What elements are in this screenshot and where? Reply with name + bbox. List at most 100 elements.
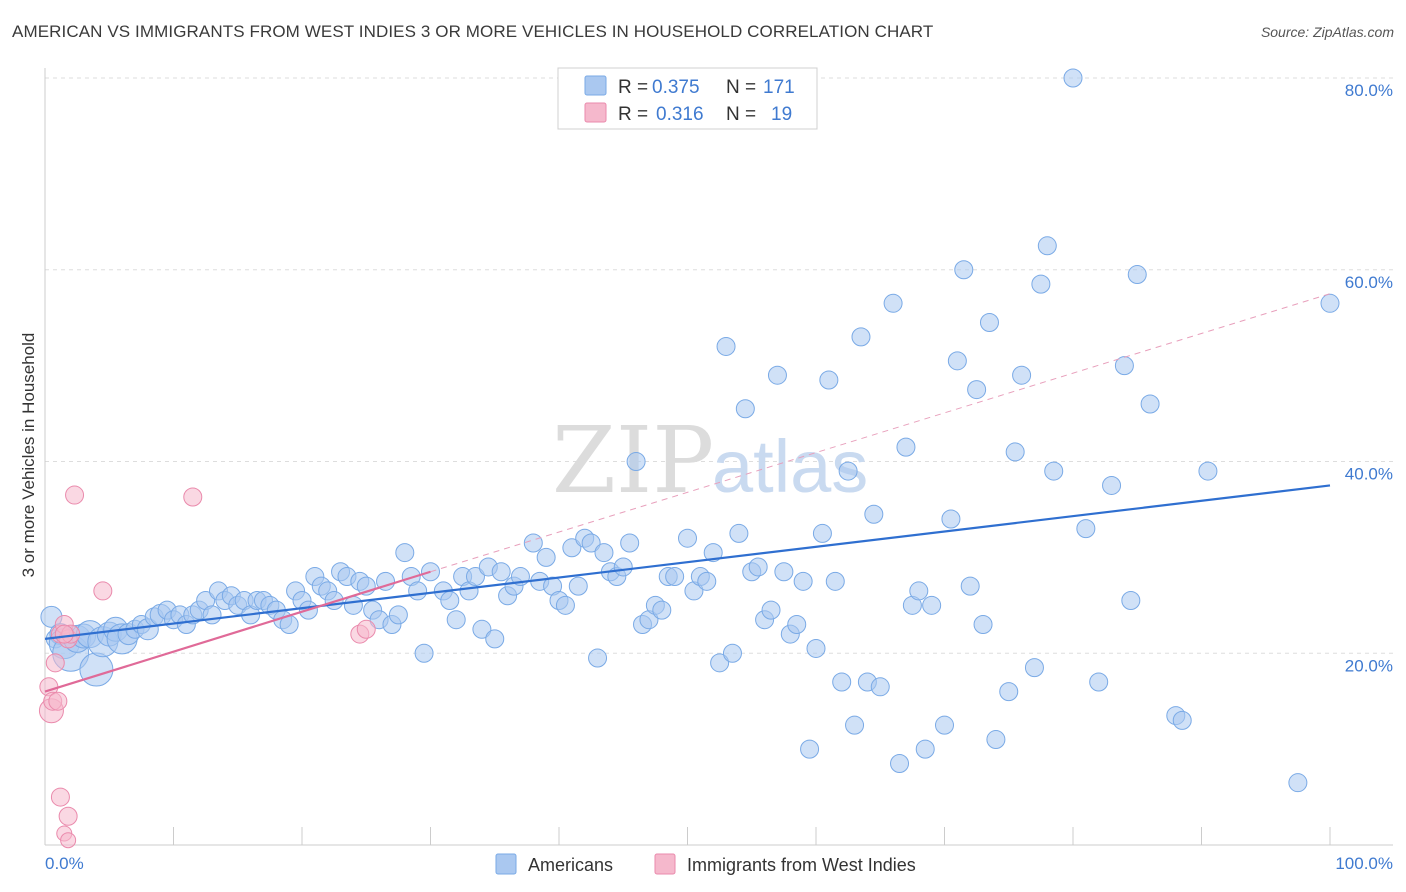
americans-point — [787, 614, 807, 634]
americans-point — [735, 399, 755, 419]
americans-point — [588, 648, 608, 668]
chart-title: AMERICAN VS IMMIGRANTS FROM WEST INDIES … — [12, 22, 934, 41]
americans-point — [915, 739, 935, 759]
americans-point — [523, 533, 543, 553]
west-indies-point — [65, 485, 85, 505]
y-tick-label: 20.0% — [1345, 656, 1393, 675]
americans-point — [1320, 293, 1340, 313]
americans-point — [1063, 68, 1083, 88]
americans-point — [1024, 658, 1044, 678]
americans-point — [665, 567, 685, 587]
west-indies-point — [60, 832, 77, 849]
americans-point — [395, 543, 415, 563]
americans-point — [343, 595, 363, 615]
bottom-legend-label-americans: Americans — [528, 855, 613, 875]
americans-point — [472, 619, 492, 639]
americans-point — [896, 437, 916, 457]
americans-point — [555, 595, 575, 615]
americans-point — [388, 605, 408, 625]
americans-point — [1037, 236, 1057, 256]
americans-point — [960, 576, 980, 596]
americans-point — [594, 543, 614, 563]
americans-point — [986, 730, 1006, 750]
americans-point — [1127, 265, 1147, 285]
americans-point — [832, 672, 852, 692]
americans-point — [979, 312, 999, 332]
americans-point — [767, 365, 787, 385]
legend-n-value-2: 19 — [771, 104, 792, 125]
americans-point — [376, 571, 396, 591]
bottom-legend: Americans Immigrants from West Indies — [495, 853, 916, 875]
x-tick-label: 100.0% — [1335, 854, 1393, 873]
americans-point — [806, 638, 826, 658]
americans-point — [935, 715, 954, 735]
y-tick-label: 80.0% — [1345, 81, 1393, 100]
americans-point — [883, 293, 903, 313]
americans-point — [620, 533, 640, 553]
americans-point — [202, 605, 222, 625]
americans-point — [870, 677, 890, 697]
west-indies-trend-line — [44, 570, 431, 693]
americans-point — [967, 380, 987, 400]
americans-point — [652, 600, 672, 620]
west-indies-trend-extension — [430, 293, 1331, 573]
americans-point — [729, 523, 749, 543]
legend-n-label-1: N = — [726, 77, 756, 98]
americans-point — [909, 581, 929, 601]
americans-point — [465, 567, 485, 587]
americans-point — [748, 557, 768, 577]
americans-point — [819, 370, 839, 390]
legend-n-value-1: 171 — [763, 77, 795, 98]
americans-point — [446, 610, 466, 630]
americans-point — [1089, 672, 1109, 692]
legend-r-label-2: R = — [618, 104, 648, 125]
americans-point — [1012, 365, 1032, 385]
bottom-legend-label-west-indies: Immigrants from West Indies — [687, 855, 916, 875]
americans-point — [973, 614, 993, 634]
y-tick-label: 60.0% — [1345, 273, 1393, 292]
grid-lines — [45, 77, 1393, 654]
americans-point — [697, 571, 717, 591]
americans-point — [626, 452, 646, 471]
y-tick-labels: 20.0% 40.0% 60.0% 80.0% — [1345, 81, 1393, 675]
americans-point — [568, 576, 588, 596]
americans-point — [1140, 394, 1160, 414]
americans-point — [536, 547, 556, 567]
legend-r-label-1: R = — [618, 77, 648, 98]
legend-swatch-west-indies — [584, 102, 607, 123]
americans-point — [1198, 461, 1218, 481]
americans-point — [440, 591, 460, 611]
americans-point — [703, 543, 723, 563]
x-tick-labels: 0.0% 100.0% — [45, 854, 1393, 873]
americans-point — [581, 533, 601, 553]
americans-point — [922, 595, 942, 615]
americans-point — [1102, 475, 1122, 495]
y-axis-label: 3 or more Vehicles in Household — [19, 333, 38, 578]
west-indies-point — [50, 787, 70, 807]
americans-point — [1288, 773, 1308, 793]
bottom-legend-swatch-west-indies — [654, 853, 676, 875]
americans-point — [774, 562, 794, 582]
west-indies-point — [58, 806, 78, 826]
americans-point — [1031, 274, 1051, 294]
americans-point — [716, 336, 736, 356]
west-indies-point — [93, 581, 113, 601]
bottom-legend-swatch-americans — [495, 853, 517, 875]
americans-point — [1076, 519, 1096, 539]
americans-point — [890, 754, 910, 774]
americans-trend-line — [44, 484, 1331, 640]
legend-swatch-americans — [584, 75, 607, 96]
legend-n-label-2: N = — [726, 104, 756, 125]
americans-point — [1005, 442, 1025, 462]
trend-lines — [44, 293, 1331, 693]
americans-point — [414, 643, 434, 663]
americans-point — [613, 557, 633, 577]
americans-point — [710, 653, 730, 673]
americans-point — [1044, 461, 1064, 481]
legend-box: R = 0.375 N = 171 R = 0.316 N = 19 — [557, 67, 818, 130]
americans-point — [1172, 710, 1192, 730]
americans-point — [812, 523, 832, 543]
americans-point — [485, 629, 505, 649]
y-tick-label: 40.0% — [1345, 465, 1393, 484]
